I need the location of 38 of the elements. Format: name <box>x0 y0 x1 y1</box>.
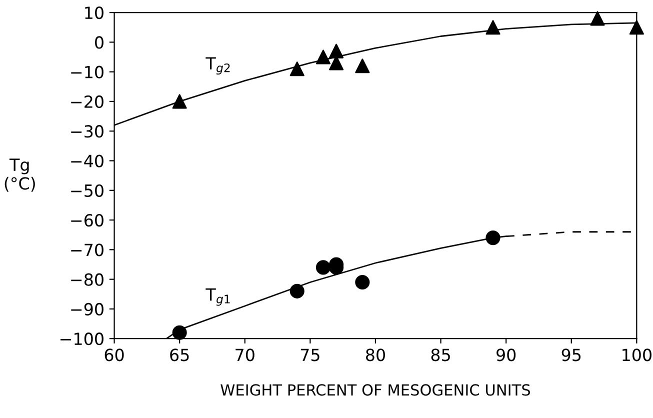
x-tick-label: 70 <box>236 348 254 362</box>
point <box>290 62 304 76</box>
y-tick-label: −90 <box>71 302 104 316</box>
x-tick-label: 75 <box>300 348 320 362</box>
y-tick-label: −40 <box>71 154 104 168</box>
point <box>290 284 304 298</box>
x-axis-title: WEIGHT PERCENT OF MESOGENIC UNITS <box>220 384 530 396</box>
point <box>590 11 605 26</box>
point <box>172 94 187 109</box>
x-tick-label: 80 <box>366 348 385 362</box>
y-tick-label: 10 <box>85 6 104 20</box>
y-tick-label: −10 <box>71 66 104 78</box>
point <box>629 20 644 35</box>
point <box>316 260 331 275</box>
y-tick-label: −60 <box>71 214 104 227</box>
point <box>486 20 500 35</box>
point <box>355 274 370 290</box>
x-tick-label: 60 <box>104 348 124 362</box>
y-tick-label: −70 <box>71 244 104 256</box>
point <box>329 44 344 58</box>
x-tick-label: 90 <box>496 348 516 362</box>
y-tick-label: −20 <box>71 95 104 108</box>
series-label: T$_{g1}$ <box>206 288 230 306</box>
y-tick-label: 0 <box>95 36 104 49</box>
series-label: T$_{g2}$ <box>206 57 230 75</box>
point <box>486 230 500 246</box>
x-tick-label: 65 <box>170 348 189 362</box>
x-tick-label: 100 <box>622 348 652 362</box>
x-tick-label: 85 <box>431 348 450 362</box>
point <box>316 50 331 64</box>
y-tick-label: −50 <box>71 184 104 197</box>
point <box>172 325 187 340</box>
y-tick-label: −100 <box>60 332 104 346</box>
point <box>355 58 370 74</box>
y-axis-title: Tg (°C) <box>4 158 35 192</box>
y-tick-label: −30 <box>71 125 104 138</box>
x-tick-label: 95 <box>562 348 581 362</box>
y-tick-label: −80 <box>71 273 104 286</box>
